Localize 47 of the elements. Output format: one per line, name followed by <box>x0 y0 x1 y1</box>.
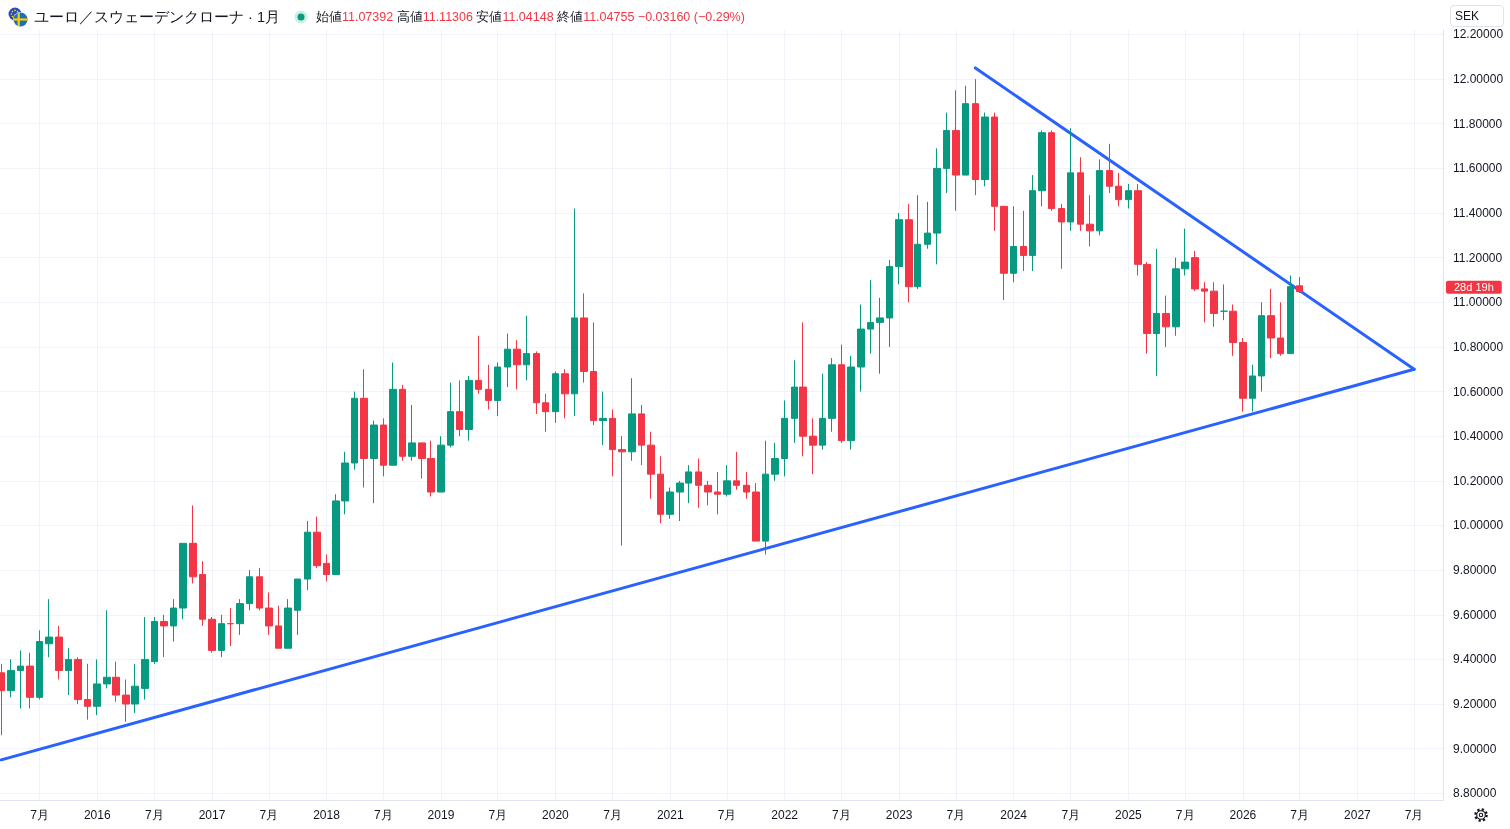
y-tick-label: 10.40000 <box>1453 429 1504 444</box>
x-tick-label: 7月 <box>144 808 164 822</box>
y-tick-label: 8.80000 <box>1453 786 1497 801</box>
x-tick-label: 2024 <box>1000 808 1028 822</box>
x-tick-label: 2017 <box>198 808 226 822</box>
x-tick-label: 2022 <box>771 808 799 822</box>
y-tick-label: 10.00000 <box>1453 518 1504 533</box>
x-tick-label: 2019 <box>427 808 455 822</box>
x-tick-label: 2027 <box>1344 808 1372 822</box>
y-tick-label: 9.20000 <box>1453 697 1497 712</box>
y-tick-label: 11.00000 <box>1453 295 1503 310</box>
x-tick-label: 2021 <box>656 808 684 822</box>
y-tick-label: 9.60000 <box>1453 607 1497 622</box>
unit-button: SEK <box>1450 5 1504 27</box>
x-tick-label: 2020 <box>542 808 570 822</box>
x-tick-label: 7月 <box>717 808 737 822</box>
text: 始値11.07392 高値11.11306 安値11.04148 終値11.04755 −0.03160 (−0.29%) <box>315 9 745 24</box>
y-tick-label: 9.80000 <box>1453 563 1497 578</box>
y-tick-label: 11.80000 <box>1453 116 1503 131</box>
x-tick-label: 7月 <box>1404 808 1424 822</box>
y-tick-label: 10.20000 <box>1453 473 1504 488</box>
x-tick-label: 7月 <box>30 808 49 822</box>
x-tick-label: 2018 <box>313 808 341 822</box>
x-tick-label: 2016 <box>83 808 111 822</box>
x-tick-label: 7月 <box>488 808 508 822</box>
x-tick-label: 7月 <box>373 808 393 822</box>
y-tick-label: 9.00000 <box>1453 741 1497 756</box>
y-tick-label: 11.20000 <box>1453 250 1503 265</box>
x-tick-label: 2026 <box>1229 808 1257 822</box>
chart-title: ユーロ／スウェーデンクローナ · 1月 <box>34 7 280 27</box>
x-tick-label: 7月 <box>946 808 966 822</box>
x-tick-label: 7月 <box>1290 808 1310 822</box>
y-tick-label: 9.40000 <box>1453 652 1497 667</box>
text: 28d 19h <box>1454 281 1494 294</box>
x-tick-label: 7月 <box>603 808 622 822</box>
x-tick-label: 2025 <box>1115 808 1143 822</box>
x-tick-label: 7月 <box>1175 808 1195 822</box>
y-tick-label: 12.20000 <box>1453 27 1504 42</box>
y-tick-label: 11.40000 <box>1453 206 1503 221</box>
y-tick-label: 12.00000 <box>1453 72 1504 87</box>
y-tick-label: 11.60000 <box>1453 161 1503 176</box>
x-tick-label: 7月 <box>259 808 279 822</box>
x-tick-label: 7月 <box>1061 808 1081 822</box>
x-tick-label: 7月 <box>832 808 851 822</box>
y-tick-label: 10.60000 <box>1453 384 1504 399</box>
y-tick-label: 10.80000 <box>1453 339 1504 354</box>
x-tick-label: 2023 <box>885 808 913 822</box>
